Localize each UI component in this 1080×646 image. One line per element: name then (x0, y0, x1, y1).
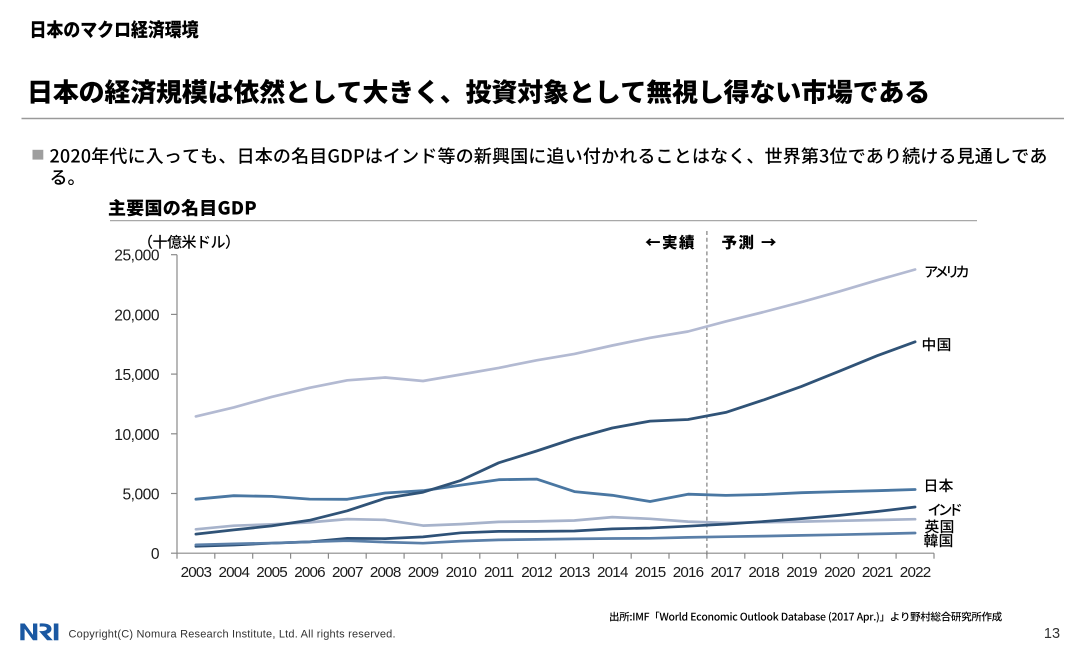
svg-text:Copyright(C) Nomura Research I: Copyright(C) Nomura Research Institute, … (69, 629, 396, 641)
svg-text:2013: 2013 (559, 564, 590, 581)
svg-text:5,000: 5,000 (122, 487, 159, 504)
svg-text:2006: 2006 (294, 564, 325, 581)
svg-text:20,000: 20,000 (114, 307, 160, 324)
svg-text:2016: 2016 (673, 564, 704, 581)
svg-text:2005: 2005 (256, 564, 287, 581)
svg-text:2011: 2011 (484, 564, 514, 581)
svg-text:2012: 2012 (521, 564, 552, 581)
svg-text:2010: 2010 (446, 564, 477, 581)
svg-text:2017: 2017 (711, 564, 742, 581)
svg-text:0: 0 (151, 546, 160, 563)
svg-text:13: 13 (1044, 626, 1060, 642)
svg-text:2007: 2007 (332, 564, 363, 581)
svg-text:2020: 2020 (824, 564, 855, 581)
svg-text:2015: 2015 (635, 564, 666, 581)
svg-text:2009: 2009 (408, 564, 439, 581)
svg-text:2014: 2014 (597, 564, 628, 581)
svg-text:25,000: 25,000 (114, 248, 160, 265)
svg-text:2021: 2021 (862, 564, 893, 581)
svg-text:2003: 2003 (181, 564, 212, 581)
svg-text:2019: 2019 (786, 564, 817, 581)
svg-text:2004: 2004 (219, 564, 250, 581)
svg-text:2018: 2018 (748, 564, 779, 581)
svg-text:10,000: 10,000 (114, 427, 160, 444)
svg-text:15,000: 15,000 (114, 367, 160, 384)
svg-text:2022: 2022 (900, 564, 931, 581)
svg-text:2008: 2008 (370, 564, 401, 581)
